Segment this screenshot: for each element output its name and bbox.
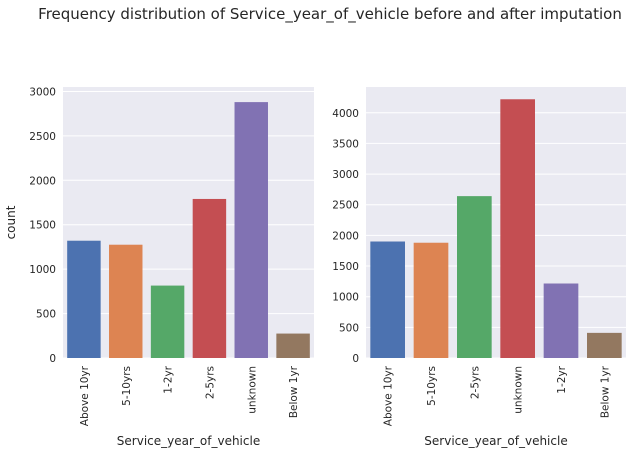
right-y-tick-2000: 2000 xyxy=(332,230,359,242)
right-y-tick-0: 0 xyxy=(352,353,359,365)
right-y-tick-500: 500 xyxy=(339,322,359,334)
right-x-axis-label: Service_year_of_vehicle xyxy=(424,434,567,448)
left-x-tick-below-1yr: Below 1yr xyxy=(288,365,300,418)
left-y-tick-1500: 1500 xyxy=(29,220,56,232)
right-x-tick-1-2yr: 1-2yr xyxy=(556,365,568,393)
left-x-tick-5-10yrs: 5-10yrs xyxy=(121,366,133,406)
right-y-tick-4000: 4000 xyxy=(332,108,359,120)
left-bar-chart: 0 500 1000 1500 2000 2500 3000 Above 10yr 5-10y… xyxy=(4,86,314,448)
left-x-tick-2-5yrs: 2-5yrs xyxy=(204,366,216,399)
right-bar-1-2yr xyxy=(543,283,579,358)
right-bar-2-5yrs xyxy=(457,196,492,358)
left-y-tick-labels: 0 500 1000 1500 2000 2500 3000 xyxy=(29,86,56,365)
left-bars xyxy=(67,102,310,358)
right-y-tick-1500: 1500 xyxy=(332,261,359,273)
right-bar-chart: 0 500 1000 1500 2000 2500 3000 3500 4000 Above 1… xyxy=(332,87,626,448)
right-x-tick-unknown: unknown xyxy=(513,366,525,414)
left-y-tick-500: 500 xyxy=(36,309,56,321)
right-y-tick-2500: 2500 xyxy=(332,200,359,212)
right-x-tick-5-10yrs: 5-10yrs xyxy=(426,366,438,406)
right-x-tick-2-5yrs: 2-5yrs xyxy=(469,366,481,399)
right-y-tick-1000: 1000 xyxy=(332,292,359,304)
left-x-tick-1-2yr: 1-2yr xyxy=(163,365,175,393)
left-bar-1-2yr xyxy=(150,285,185,358)
left-x-axis-label: Service_year_of_vehicle xyxy=(117,434,260,448)
figure-title: Frequency distribution of Service_year_o… xyxy=(38,5,622,24)
right-gridlines xyxy=(366,112,626,359)
right-x-tick-below-1yr: Below 1yr xyxy=(599,365,611,418)
left-plot-background xyxy=(63,87,314,358)
left-y-tick-2500: 2500 xyxy=(29,131,56,143)
right-x-tick-labels: Above 10yr 5-10yrs 2-5yrs unknown 1-2yr Below… xyxy=(383,365,612,426)
left-bar-above-10yr xyxy=(67,240,101,358)
left-y-tick-0: 0 xyxy=(49,353,56,365)
right-y-tick-labels: 0 500 1000 1500 2000 2500 3000 3500 4000 xyxy=(332,108,359,365)
left-y-tick-2000: 2000 xyxy=(29,175,56,187)
left-x-tick-labels: Above 10yr 5-10yrs 1-2yr 2-5yrs unknown Below… xyxy=(79,365,300,426)
left-y-tick-1000: 1000 xyxy=(29,264,56,276)
right-x-tick-above-10yr: Above 10yr xyxy=(383,365,395,426)
right-y-tick-3000: 3000 xyxy=(332,169,359,181)
left-y-tick-3000: 3000 xyxy=(29,86,56,98)
right-bar-unknown xyxy=(500,99,535,358)
right-plot-background xyxy=(366,87,626,358)
left-y-axis-label: count xyxy=(4,205,18,239)
left-bar-5-10yrs xyxy=(109,244,143,358)
right-bar-5-10yrs xyxy=(413,242,449,358)
right-y-tick-3500: 3500 xyxy=(332,138,359,150)
left-bar-unknown xyxy=(234,102,268,358)
right-bar-below-1yr xyxy=(587,332,622,358)
left-bar-below-1yr xyxy=(276,333,310,358)
left-x-tick-above-10yr: Above 10yr xyxy=(79,365,91,426)
right-bars xyxy=(370,99,622,358)
left-gridlines xyxy=(63,90,314,359)
left-x-tick-unknown: unknown xyxy=(246,366,258,414)
right-bar-above-10yr xyxy=(370,241,405,358)
left-bar-2-5yrs xyxy=(192,198,227,358)
